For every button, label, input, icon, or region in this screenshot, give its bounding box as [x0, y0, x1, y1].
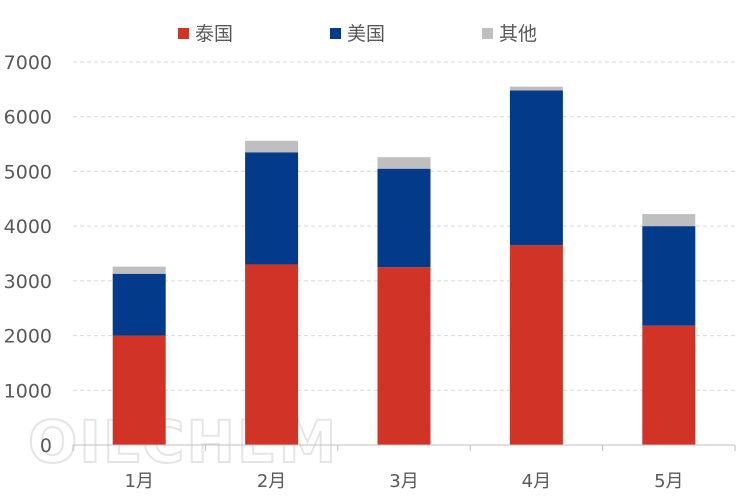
x-tick-label: 3月: [389, 471, 418, 492]
bar-segment-其他-1月: [112, 266, 166, 274]
y-axis-tick-labels: 0 1000 2000 3000 4000 5000 6000 7000: [4, 52, 52, 457]
bar-segment-其他-4月: [509, 86, 563, 91]
legend-swatch-其他: [482, 28, 493, 39]
bar-segment-泰国-2月: [245, 264, 299, 445]
bar-segment-其他-2月: [245, 140, 299, 153]
bar-segment-美国-3月: [377, 168, 431, 268]
legend-label-其他: 其他: [499, 23, 537, 45]
bar-segment-泰国-4月: [509, 245, 563, 445]
legend-swatch-泰国: [178, 28, 189, 39]
y-tick-label: 2000: [4, 326, 52, 348]
y-tick-label: 3000: [4, 271, 52, 293]
bar-segment-美国-2月: [245, 152, 299, 265]
y-tick-label: 0: [40, 435, 52, 457]
bar-segment-美国-1月: [112, 273, 166, 336]
bar-segment-泰国-3月: [377, 267, 431, 445]
x-tick-label: 2月: [257, 471, 286, 492]
x-axis-tick-labels: 1月 2月 3月 4月 5月: [124, 471, 683, 492]
y-tick-label: 1000: [4, 380, 52, 402]
bar-segment-泰国-1月: [112, 335, 166, 445]
legend-label-泰国: 泰国: [195, 23, 233, 45]
bar-segment-其他-3月: [377, 157, 431, 169]
y-tick-label: 4000: [4, 216, 52, 238]
bar-segment-美国-4月: [509, 90, 563, 246]
legend-swatch-美国: [330, 28, 341, 39]
bar-segment-美国-5月: [642, 226, 696, 326]
x-tick-label: 5月: [654, 471, 683, 492]
axes: [72, 444, 736, 451]
bar-segment-泰国-5月: [642, 325, 696, 445]
legend-label-美国: 美国: [347, 23, 385, 45]
x-tick-label: 4月: [522, 471, 551, 492]
y-tick-label: 5000: [4, 161, 52, 183]
x-tick-label: 1月: [124, 471, 153, 492]
bars: [112, 86, 696, 445]
y-tick-label: 6000: [4, 107, 52, 129]
legend: 泰国 美国 其他: [178, 23, 537, 45]
y-tick-label: 7000: [4, 52, 52, 74]
bar-segment-其他-5月: [642, 214, 696, 227]
